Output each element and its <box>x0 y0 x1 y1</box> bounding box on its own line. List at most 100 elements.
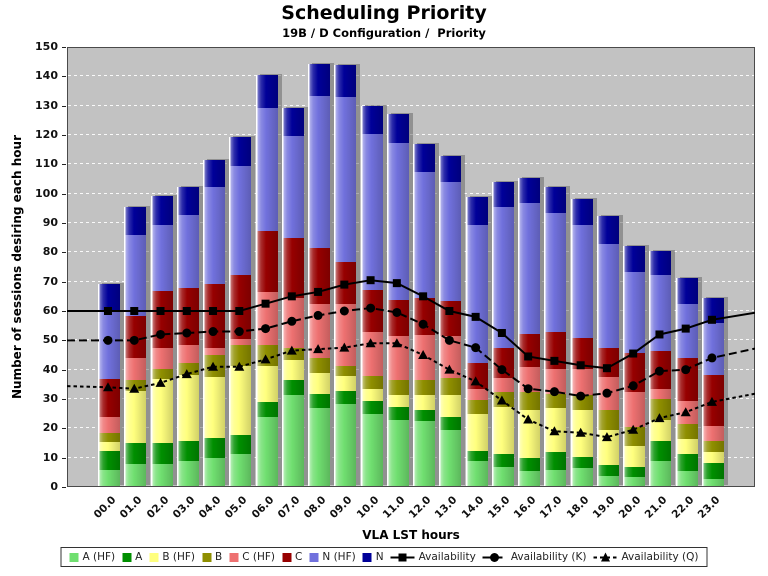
legend-swatch-icon <box>282 552 292 562</box>
bar-segment-ahf <box>308 408 331 486</box>
bar-segment-ahf <box>439 430 462 486</box>
bar-segment-nhf <box>203 186 226 284</box>
bar-column-01.0 <box>124 207 147 486</box>
legend-swatch-icon <box>229 552 239 562</box>
bar-column-14.0 <box>465 197 488 486</box>
legend-circle-line-icon <box>482 552 507 562</box>
bar-segment-bhf <box>386 395 409 407</box>
bar-segment-ahf <box>98 469 120 486</box>
bar-segment-n <box>649 251 672 275</box>
x-axis-label: VLA LST hours <box>362 528 460 542</box>
y-tick-mark <box>62 252 66 254</box>
legend-label: Availability (K) <box>510 551 587 563</box>
y-tick-mark <box>62 369 66 371</box>
bar-segment-ahf <box>413 421 436 486</box>
bar-segment-chf <box>649 389 672 400</box>
bar-segment-chf <box>98 417 120 434</box>
y-tick-label: 10 <box>42 450 58 464</box>
bar-segment-chf <box>360 332 383 377</box>
legend-item-chf: C (HF) <box>229 551 275 563</box>
bar-segment-c <box>308 248 331 305</box>
bar-segment-bhf <box>649 420 672 441</box>
legend-item-a: A <box>122 551 142 563</box>
y-tick-label: 40 <box>42 362 58 376</box>
bar-segment-bhf <box>124 390 147 444</box>
bar-segment-nhf <box>281 135 304 239</box>
bar-segment-a <box>229 434 252 454</box>
bar-segment-a <box>570 456 593 469</box>
bar-segment-b <box>386 380 409 396</box>
bar-segment-n <box>334 65 357 98</box>
legend-swatch-icon <box>69 552 79 562</box>
bar-segment-ahf <box>229 453 252 486</box>
bar-segment-nhf <box>255 107 278 231</box>
legend-item-availabilityk: Availability (K) <box>482 551 587 563</box>
bar-segment-c <box>439 301 462 337</box>
bar-segment-c <box>701 374 724 426</box>
legend-label: N <box>375 551 384 563</box>
bar-segment-a <box>334 390 357 404</box>
bar-segment-nhf <box>544 213 567 333</box>
bar-segment-nhf <box>413 172 436 299</box>
bar-segment-nhf <box>518 203 541 334</box>
bar-segment-n <box>360 106 383 135</box>
bar-segment-ahf <box>491 466 514 486</box>
bar-segment-c <box>518 333 541 368</box>
bar-segment-nhf <box>623 271 646 353</box>
bar-segment-n <box>176 186 199 215</box>
bar-column-11.0 <box>386 113 409 486</box>
bar-segment-a <box>675 453 698 472</box>
y-tick-label: 80 <box>42 245 58 259</box>
bar-segment-c <box>203 283 226 349</box>
bar-segment-bhf <box>150 378 173 444</box>
bar-segment-c <box>334 261 357 305</box>
bar-segment-ahf <box>386 420 409 486</box>
bar-segment-n <box>518 178 541 203</box>
bar-segment-b <box>491 392 514 407</box>
bar-column-06.0 <box>255 75 278 486</box>
bar-segment-chf <box>439 336 462 378</box>
y-tick-mark <box>62 399 66 400</box>
bar-segment-chf <box>413 334 436 381</box>
bar-segment-bhf <box>518 409 541 459</box>
bar-segment-n <box>229 136 252 167</box>
y-tick-mark <box>62 340 66 342</box>
bar-segment-bhf <box>176 374 199 441</box>
bar-segment-a <box>623 466 646 478</box>
bar-segment-n <box>98 283 120 312</box>
legend-item-n: N <box>362 551 384 563</box>
legend-item-availability: Availability <box>390 551 476 563</box>
bar-segment-c <box>570 337 593 369</box>
bar-segment-chf <box>203 348 226 356</box>
bar-segment-bhf <box>570 409 593 457</box>
bar-segment-ahf <box>465 461 488 486</box>
bar-segment-ahf <box>649 461 672 486</box>
bar-segment-c <box>623 352 646 393</box>
bar-segment-nhf <box>334 97 357 262</box>
bar-segment-ahf <box>360 414 383 486</box>
bar-segment-b <box>518 392 541 410</box>
bar-segment-n <box>308 63 331 96</box>
bar-segment-n <box>675 277 698 305</box>
bar-column-18.0 <box>570 198 593 486</box>
bar-segment-chf <box>675 400 698 425</box>
y-tick-mark <box>62 105 66 107</box>
grid-line <box>68 163 754 165</box>
legend-label: A (HF) <box>82 551 116 563</box>
bar-segment-n <box>386 113 409 143</box>
bar-segment-c <box>649 351 672 390</box>
grid-line <box>68 75 754 77</box>
bar-segment-c <box>98 378 120 418</box>
bar-segment-b <box>98 433 120 443</box>
bar-segment-n <box>203 160 226 187</box>
bar-segment-nhf <box>649 274 672 352</box>
bar-segment-b <box>649 399 672 421</box>
bar-segment-c <box>124 315 147 359</box>
bar-segment-chf <box>386 336 409 381</box>
legend-label: Availability <box>418 551 476 563</box>
bar-column-15.0 <box>491 182 514 486</box>
bar-column-07.0 <box>281 107 304 486</box>
bar-segment-c <box>150 290 173 349</box>
grid-line <box>68 222 754 223</box>
bar-segment-chf <box>281 298 304 349</box>
